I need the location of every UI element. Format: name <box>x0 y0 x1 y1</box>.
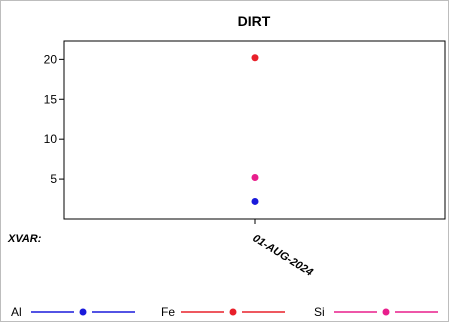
legend-label-al: Al <box>11 305 22 319</box>
y-axis: 5 10 15 20 <box>44 52 64 186</box>
point-al <box>251 197 259 205</box>
legend-label-fe: Fe <box>161 305 175 319</box>
data-points <box>251 54 259 205</box>
chart-title: DIRT <box>238 13 271 29</box>
legend-marker-fe <box>229 308 237 316</box>
x-tick-label: 01-AUG-2024 <box>250 232 314 278</box>
legend-marker-al <box>79 308 87 316</box>
legend: Al Fe Si <box>11 305 438 319</box>
legend-label-si: Si <box>314 305 325 319</box>
y-tick-label: 10 <box>44 132 58 146</box>
point-si <box>251 173 259 181</box>
y-tick-label: 15 <box>44 92 58 106</box>
y-tick-label: 5 <box>50 172 57 186</box>
plot-area <box>63 40 446 220</box>
legend-marker-si <box>382 308 390 316</box>
x-axis: 01-AUG-2024 <box>250 219 315 279</box>
point-fe <box>251 54 259 62</box>
x-axis-label: XVAR: <box>7 233 42 245</box>
y-tick-label: 20 <box>44 52 58 66</box>
